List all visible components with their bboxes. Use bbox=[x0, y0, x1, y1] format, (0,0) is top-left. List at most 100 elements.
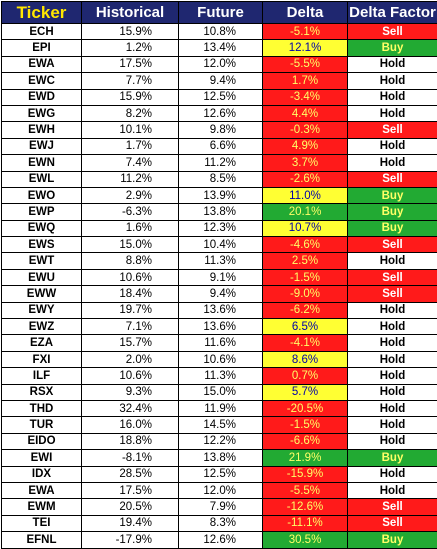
future-cell: 12.0% bbox=[179, 482, 263, 498]
future-cell: 10.4% bbox=[179, 237, 263, 253]
historical-cell: 15.0% bbox=[82, 237, 179, 253]
delta-factor-cell: Hold bbox=[348, 368, 437, 384]
ticker-cell: TEI bbox=[2, 515, 82, 531]
ticker-cell: EFNL bbox=[2, 532, 82, 548]
ticker-cell: FXI bbox=[2, 351, 82, 367]
delta-factor-cell: Buy bbox=[348, 187, 437, 203]
delta-factor-header: Delta Factor bbox=[348, 2, 437, 24]
ticker-cell: EWQ bbox=[2, 220, 82, 236]
ticker-cell: EWN bbox=[2, 155, 82, 171]
delta-factor-cell: Hold bbox=[348, 335, 437, 351]
delta-cell: -12.6% bbox=[263, 499, 348, 515]
delta-factor-cell: Buy bbox=[348, 40, 437, 56]
historical-cell: 20.5% bbox=[82, 499, 179, 515]
delta-cell: 6.5% bbox=[263, 319, 348, 335]
historical-cell: 1.7% bbox=[82, 138, 179, 154]
ticker-cell: ILF bbox=[2, 368, 82, 384]
delta-cell: 0.7% bbox=[263, 368, 348, 384]
ticker-cell: EWP bbox=[2, 204, 82, 220]
future-header: Future bbox=[179, 2, 263, 24]
delta-factor-cell: Hold bbox=[348, 319, 437, 335]
historical-cell: 17.5% bbox=[82, 56, 179, 72]
future-cell: 12.5% bbox=[179, 466, 263, 482]
ticker-header: Ticker bbox=[2, 2, 82, 24]
historical-cell: 7.1% bbox=[82, 319, 179, 335]
historical-cell: 11.2% bbox=[82, 171, 179, 187]
historical-cell: 32.4% bbox=[82, 400, 179, 416]
delta-factor-cell: Hold bbox=[348, 138, 437, 154]
delta-cell: -0.3% bbox=[263, 122, 348, 138]
delta-cell: 21.9% bbox=[263, 450, 348, 466]
delta-factor-cell: Sell bbox=[348, 286, 437, 302]
delta-cell: 11.0% bbox=[263, 187, 348, 203]
future-cell: 6.6% bbox=[179, 138, 263, 154]
delta-header: Delta bbox=[263, 2, 348, 24]
delta-cell: -5.5% bbox=[263, 482, 348, 498]
delta-factor-cell: Hold bbox=[348, 466, 437, 482]
ticker-cell: EWA bbox=[2, 482, 82, 498]
historical-cell: 7.7% bbox=[82, 73, 179, 89]
ticker-cell: EWJ bbox=[2, 138, 82, 154]
historical-cell: 10.6% bbox=[82, 269, 179, 285]
delta-factor-cell: Hold bbox=[348, 400, 437, 416]
future-cell: 15.0% bbox=[179, 384, 263, 400]
delta-factor-cell: Sell bbox=[348, 499, 437, 515]
historical-cell: 1.6% bbox=[82, 220, 179, 236]
delta-factor-cell: Buy bbox=[348, 204, 437, 220]
delta-factor-cell: Hold bbox=[348, 105, 437, 121]
future-cell: 13.8% bbox=[179, 204, 263, 220]
historical-cell: 2.9% bbox=[82, 187, 179, 203]
delta-cell: 5.7% bbox=[263, 384, 348, 400]
future-cell: 12.6% bbox=[179, 105, 263, 121]
delta-cell: 1.7% bbox=[263, 73, 348, 89]
delta-factor-cell: Hold bbox=[348, 302, 437, 318]
future-cell: 9.8% bbox=[179, 122, 263, 138]
ticker-cell: EWI bbox=[2, 450, 82, 466]
delta-cell: -4.1% bbox=[263, 335, 348, 351]
delta-cell: -20.5% bbox=[263, 400, 348, 416]
delta-cell: 3.7% bbox=[263, 155, 348, 171]
future-cell: 10.8% bbox=[179, 24, 263, 40]
historical-cell: 1.2% bbox=[82, 40, 179, 56]
ticker-cell: TUR bbox=[2, 417, 82, 433]
ticker-cell: EWZ bbox=[2, 319, 82, 335]
ticker-cell: EWT bbox=[2, 253, 82, 269]
delta-cell: -5.5% bbox=[263, 56, 348, 72]
delta-cell: -5.1% bbox=[263, 24, 348, 40]
historical-header: Historical bbox=[82, 2, 179, 24]
delta-factor-cell: Hold bbox=[348, 56, 437, 72]
delta-factor-cell: Buy bbox=[348, 220, 437, 236]
future-cell: 13.6% bbox=[179, 319, 263, 335]
ticker-cell: EWO bbox=[2, 187, 82, 203]
historical-cell: 2.0% bbox=[82, 351, 179, 367]
delta-factor-cell: Sell bbox=[348, 122, 437, 138]
ticker-cell: THD bbox=[2, 400, 82, 416]
future-cell: 12.2% bbox=[179, 433, 263, 449]
delta-factor-cell: Sell bbox=[348, 237, 437, 253]
ticker-cell: EWG bbox=[2, 105, 82, 121]
future-cell: 7.9% bbox=[179, 499, 263, 515]
delta-factor-cell: Sell bbox=[348, 515, 437, 531]
future-cell: 8.3% bbox=[179, 515, 263, 531]
future-cell: 8.5% bbox=[179, 171, 263, 187]
delta-cell: -1.5% bbox=[263, 417, 348, 433]
ticker-cell: EWC bbox=[2, 73, 82, 89]
historical-cell: -8.1% bbox=[82, 450, 179, 466]
